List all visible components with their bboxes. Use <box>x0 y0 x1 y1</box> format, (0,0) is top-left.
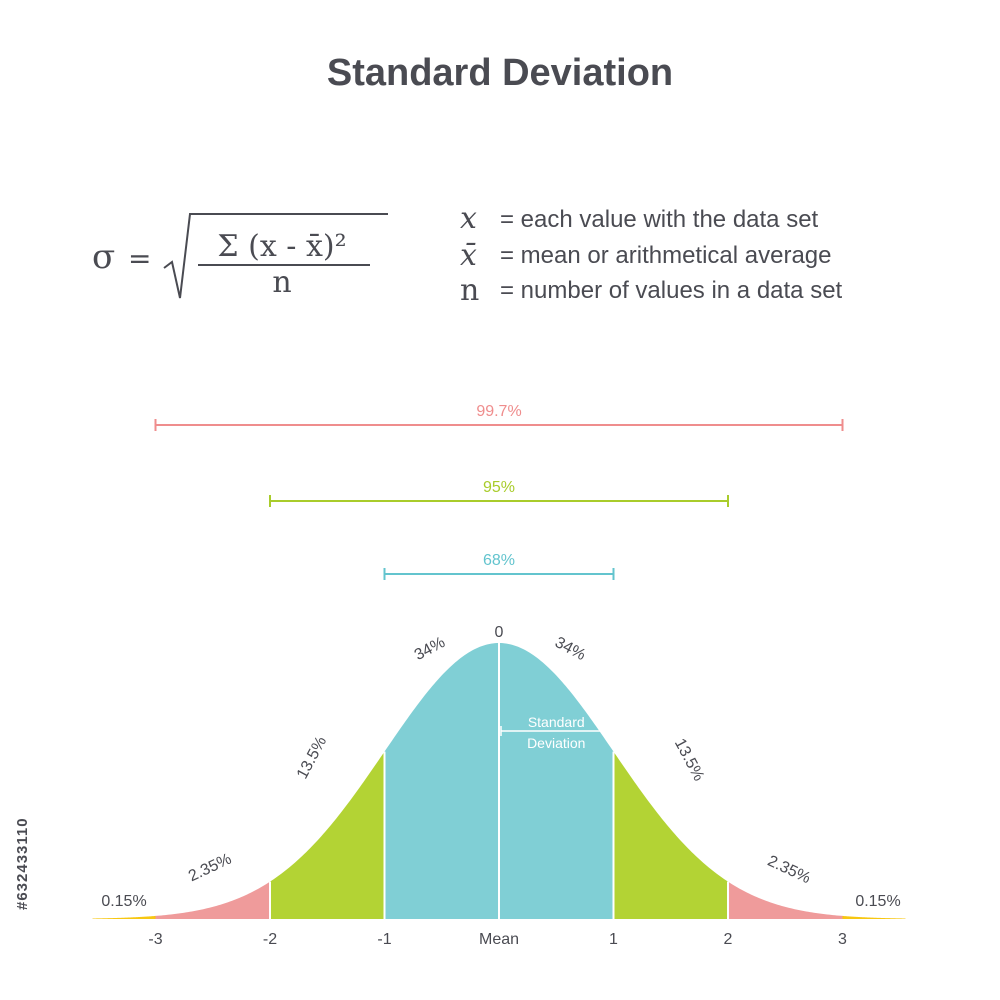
x-tick-label: 1 <box>609 931 618 948</box>
x-tick-label: 2 <box>724 931 733 948</box>
x-tick-label: -3 <box>148 931 162 948</box>
segment-label: 2.35% <box>765 853 813 888</box>
curve-segment <box>155 881 270 919</box>
std-label-line1: Standard <box>528 714 585 730</box>
range-label: 99.7% <box>476 403 521 420</box>
curve-segment <box>270 751 385 919</box>
segment-label: 34% <box>552 634 588 664</box>
curve-segment <box>728 881 843 919</box>
x-tick-label: Mean <box>479 931 519 948</box>
segment-label: 0.15% <box>855 893 900 910</box>
range-bars: 99.7% 95% 68% <box>154 403 844 580</box>
segment-label: 13.5% <box>671 736 707 784</box>
std-label-line2: Deviation <box>527 735 585 751</box>
segment-label: 13.5% <box>294 734 330 782</box>
std-annotation: Standard Deviation <box>500 714 613 751</box>
peak-label: 0 <box>495 624 504 641</box>
curve-segment <box>613 751 728 919</box>
curve-segment <box>842 915 906 919</box>
segment-label: 0.15% <box>101 893 146 910</box>
curve-segment <box>499 643 614 919</box>
x-tick-label: -1 <box>377 931 391 948</box>
x-axis-ticks: -3 -2 -1 Mean 1 2 3 0 <box>148 624 847 948</box>
segment-label: 2.35% <box>186 851 234 886</box>
curve-segment <box>92 915 156 919</box>
x-tick-label: -2 <box>263 931 277 948</box>
segment-label: 34% <box>412 634 448 664</box>
range-label: 95% <box>483 479 515 496</box>
page-title: Standard Deviation <box>326 52 674 94</box>
curve-segment <box>384 643 499 919</box>
stock-id-watermark: #632433110 <box>14 817 31 910</box>
curve-areas <box>92 643 906 919</box>
x-tick-label: 3 <box>838 931 847 948</box>
segment-dividers <box>269 643 729 919</box>
range-label: 68% <box>483 552 515 569</box>
